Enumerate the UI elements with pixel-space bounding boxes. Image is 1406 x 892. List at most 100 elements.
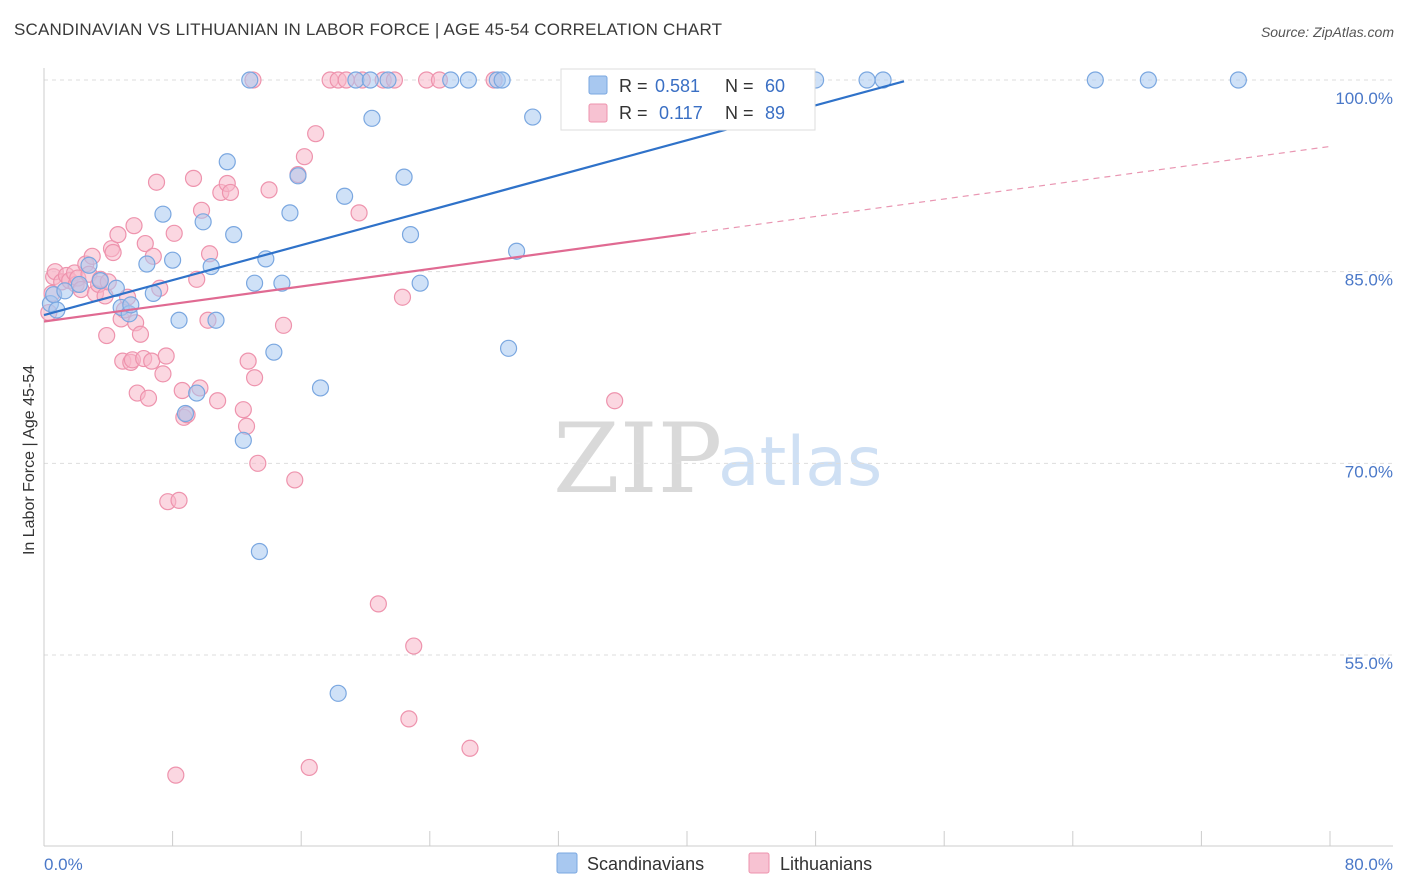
lithuanians-point-22 xyxy=(109,226,127,244)
lithuanians-point-44 xyxy=(167,766,185,784)
scandinavians-point-25 xyxy=(245,274,264,292)
scandinavians-point-15 xyxy=(170,311,188,329)
scandinavians-point-21 xyxy=(218,153,236,171)
scandinavians-point-45 xyxy=(493,71,511,89)
lithuanians-point-36 xyxy=(143,352,161,370)
lithuanians-trend-solid xyxy=(43,232,691,323)
lithuanians-point-70 xyxy=(300,758,318,777)
scandinavians-point-39 xyxy=(395,168,413,186)
scandinavians-point-24 xyxy=(241,71,259,89)
scandinavians-point-23 xyxy=(234,431,252,449)
lithuanians-point-85 xyxy=(461,739,479,757)
lithuanians-point-67 xyxy=(286,471,304,489)
series-legend: Scandinavians Lithuanians xyxy=(556,852,872,874)
scandinavians-point-59 xyxy=(1229,71,1247,89)
y-tick-label-85: 85.0% xyxy=(1345,271,1393,290)
lithuanians-point-55 xyxy=(209,392,227,410)
scandinavians-point-5 xyxy=(80,256,98,274)
lithuanians-point-80 xyxy=(393,288,412,306)
source-label: Source: ZipAtlas.com xyxy=(1260,24,1394,40)
scandinavians-point-29 xyxy=(273,274,291,292)
lithuanians-point-71 xyxy=(307,125,325,143)
lithuanians-point-66 xyxy=(274,316,293,334)
scandinavians-point-43 xyxy=(459,71,477,89)
scandinavians-point-38 xyxy=(379,71,397,89)
scandinavians-point-14 xyxy=(164,251,182,269)
scandinavians-point-20 xyxy=(207,311,225,329)
chart-title: SCANDINAVIAN VS LITHUANIAN IN LABOR FORC… xyxy=(14,20,723,39)
scandinavians-point-4 xyxy=(70,275,88,294)
scandinavians-point-57 xyxy=(1086,71,1104,89)
legend-r-label-2: R = xyxy=(619,103,648,123)
bottom-legend-scandinavians: Scandinavians xyxy=(587,854,704,874)
bottom-legend-swatch-lithuanians xyxy=(748,852,770,874)
scandinavians-point-11 xyxy=(138,255,156,273)
lithuanians-point-81 xyxy=(400,710,418,728)
scandinavians-point-13 xyxy=(154,205,172,223)
lithuanians-point-77 xyxy=(369,595,387,613)
lithuanians-point-46 xyxy=(173,381,191,400)
lithuanians-point-65 xyxy=(260,181,278,199)
scandinavians-point-22 xyxy=(225,226,243,244)
lithuanians-point-43 xyxy=(165,224,183,242)
lithuanians-point-38 xyxy=(147,173,166,191)
lithuanians-point-35 xyxy=(139,389,158,407)
legend-r-label-1: R = xyxy=(619,76,648,96)
x-tick-max: 80.0% xyxy=(1345,855,1393,874)
lithuanians-point-63 xyxy=(245,369,264,387)
scandinavians-point-34 xyxy=(336,187,354,205)
y-axis-label: In Labor Force | Age 45-54 xyxy=(21,365,38,555)
scandinavians-point-58 xyxy=(1139,71,1157,89)
scandinavians-point-42 xyxy=(442,71,460,89)
lithuanians-point-87 xyxy=(606,392,624,410)
scandinavians-point-16 xyxy=(176,404,195,423)
axes xyxy=(43,68,1393,847)
lithuanians-point-82 xyxy=(405,637,423,655)
legend-r-value-1: 0.581 xyxy=(655,76,700,96)
legend-n-value-2: 89 xyxy=(765,103,785,123)
x-tick-min: 0.0% xyxy=(44,855,83,874)
lithuanians-point-49 xyxy=(184,169,203,187)
legend-n-label-1: N = xyxy=(725,76,754,96)
bottom-legend-swatch-scandinavians xyxy=(556,852,578,874)
lithuanians-point-45 xyxy=(170,491,188,509)
scandinavians-point-30 xyxy=(281,204,299,222)
y-tick-label-55: 55.0% xyxy=(1345,654,1393,673)
scandinavians-point-40 xyxy=(401,226,420,244)
lithuanians-point-59 xyxy=(234,401,252,419)
scandinavians-point-26 xyxy=(250,542,269,561)
correlation-legend: R = 0.581 N = 60 R = 0.117 N = 89 xyxy=(560,68,816,131)
watermark-zip: ZIP xyxy=(553,403,722,515)
scandinavians-point-41 xyxy=(411,274,429,292)
lithuanians-point-18 xyxy=(98,326,116,345)
lithuanians-point-75 xyxy=(350,204,368,222)
scandinavians-point-17 xyxy=(188,384,206,402)
lithuanians-point-34 xyxy=(136,234,154,253)
scandinavians-point-37 xyxy=(363,109,381,127)
lithuanians-point-58 xyxy=(221,183,240,202)
scandinavians-point-18 xyxy=(194,213,212,231)
watermark-atlas: atlas xyxy=(718,423,882,502)
y-tick-label-70: 70.0% xyxy=(1345,462,1393,481)
lithuanians-point-29 xyxy=(125,217,143,235)
scandinavians-point-28 xyxy=(265,343,283,361)
scandinavians-point-48 xyxy=(524,108,542,126)
scandinavians-points xyxy=(41,71,1247,702)
scandinavians-point-32 xyxy=(311,379,330,397)
bottom-legend-lithuanians: Lithuanians xyxy=(780,854,872,874)
y-tick-label-100: 100.0% xyxy=(1335,89,1393,108)
lithuanians-point-69 xyxy=(295,148,314,166)
legend-r-value-2: 0.117 xyxy=(659,103,703,123)
legend-swatch-scandinavians xyxy=(588,75,608,95)
lithuanians-point-64 xyxy=(249,454,267,472)
legend-n-label-2: N = xyxy=(725,103,754,123)
lithuanians-point-41 xyxy=(157,347,175,365)
scandinavians-point-47 xyxy=(508,242,526,260)
scandinavians-point-33 xyxy=(329,684,347,702)
lithuanians-trend-dashed xyxy=(690,145,1331,235)
lithuanians-point-61 xyxy=(239,352,257,370)
scandinavians-point-3 xyxy=(56,282,74,300)
scandinavians-point-6 xyxy=(91,272,109,290)
lithuanians-point-21 xyxy=(104,243,122,262)
